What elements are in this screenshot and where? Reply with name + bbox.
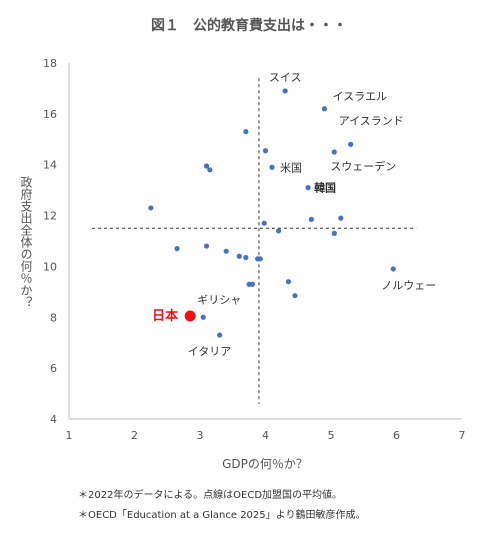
- data-point: [292, 293, 298, 299]
- x-tick-label: 6: [393, 429, 400, 442]
- point-label: スウェーデン: [330, 159, 396, 173]
- data-point: [390, 266, 396, 272]
- point-label: イスラエル: [332, 90, 387, 103]
- point-label: ノルウェー: [381, 279, 436, 292]
- point-label: 韓国: [314, 181, 336, 195]
- x-axis-title: GDPの何％か？: [222, 457, 308, 471]
- point-label: 日本: [152, 308, 178, 324]
- data-point: [236, 253, 242, 259]
- data-point: [285, 279, 292, 285]
- data-point: [257, 256, 263, 262]
- point-label: スイス: [269, 71, 302, 84]
- x-tick-label: 4: [262, 429, 269, 442]
- data-point: [207, 167, 213, 173]
- data-point: [348, 141, 354, 147]
- data-point: [223, 248, 229, 254]
- x-tick-label: 7: [459, 429, 466, 442]
- chart-title: 図１ 公的教育費支出は・・・: [151, 17, 347, 34]
- data-point: [321, 106, 328, 112]
- data-point: [148, 205, 154, 211]
- data-point: [262, 148, 269, 154]
- data-point: [203, 163, 210, 169]
- data-points: [148, 88, 396, 338]
- data-point: [331, 149, 337, 155]
- x-tick-label: 1: [66, 429, 73, 442]
- data-point: [308, 216, 314, 222]
- footnote-1: ＊2022年のデータによる。点線はOECD加盟国の平均値。: [78, 490, 343, 501]
- y-tick-label: 12: [43, 210, 57, 223]
- x-tick-label: 2: [131, 429, 138, 442]
- y-tick-label: 14: [43, 159, 57, 172]
- data-point: [243, 254, 249, 261]
- data-point: [331, 230, 337, 236]
- y-tick-label: 8: [50, 311, 57, 324]
- data-point: [305, 185, 311, 191]
- data-point: [338, 215, 344, 221]
- data-point-highlight: [184, 310, 196, 322]
- data-point: [243, 129, 249, 135]
- data-point: [269, 164, 275, 170]
- data-point: [249, 281, 255, 287]
- x-tick-label: 3: [197, 429, 204, 442]
- y-axis-title: 政府支出全体の何％か？: [19, 176, 33, 308]
- footnote-2: ＊OECD「Education at a Glance 2025」より鶴田敏彦作…: [78, 510, 366, 521]
- y-tick-label: 18: [43, 57, 57, 70]
- data-point: [261, 220, 267, 226]
- point-label: ギリシャ: [197, 293, 241, 306]
- y-tick-label: 6: [50, 362, 57, 375]
- data-point: [203, 243, 210, 249]
- point-label: アイスランド: [339, 114, 404, 127]
- point-label: 米国: [280, 161, 302, 174]
- data-point: [217, 332, 223, 338]
- reference-lines: [91, 78, 417, 404]
- point-label: イタリア: [188, 345, 232, 358]
- x-tick-label: 5: [328, 429, 335, 442]
- data-point: [174, 246, 180, 252]
- data-point: [200, 314, 206, 320]
- data-point: [282, 88, 288, 94]
- data-point: [276, 228, 282, 234]
- y-tick-label: 16: [43, 108, 57, 121]
- y-tick-label: 10: [43, 260, 57, 273]
- y-tick-label: 4: [50, 413, 57, 426]
